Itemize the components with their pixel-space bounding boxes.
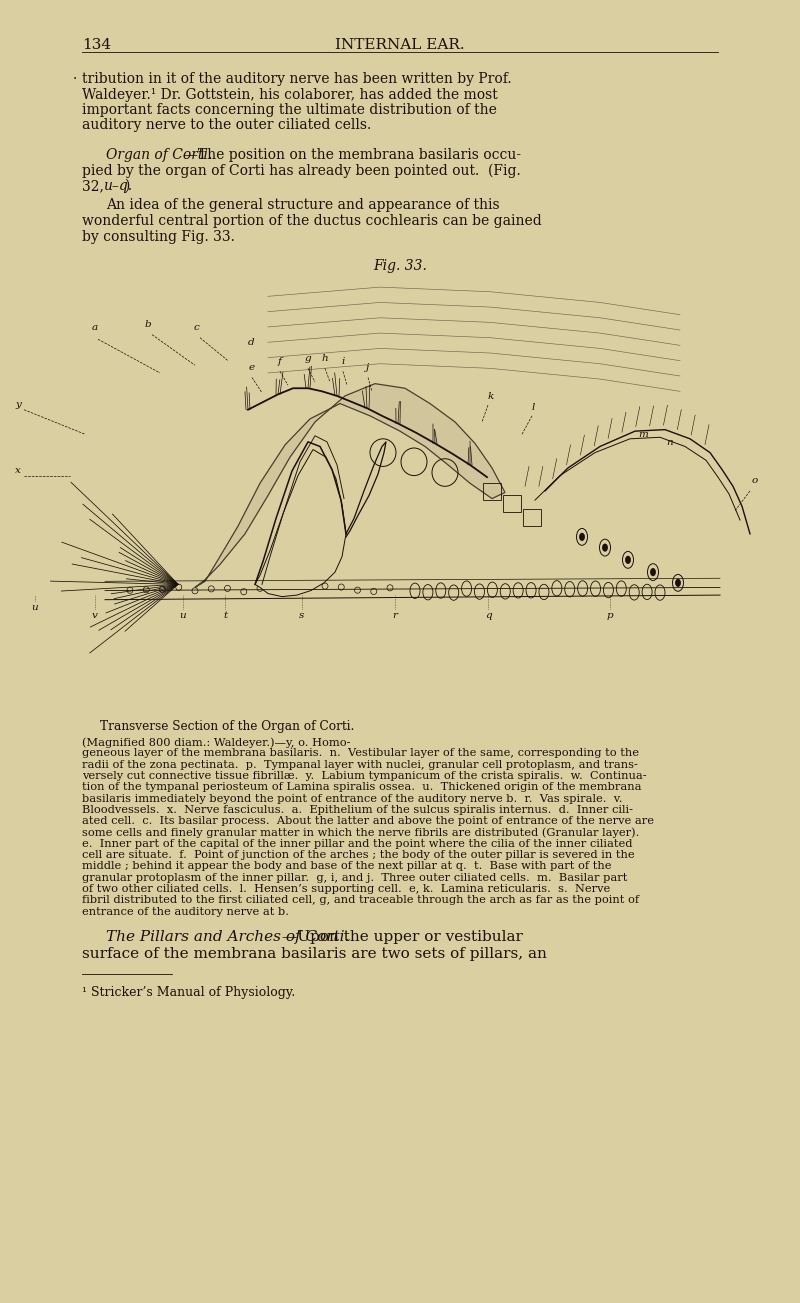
Text: e.  Inner part of the capital of the inner pillar and the point where the cilia : e. Inner part of the capital of the inne… bbox=[82, 839, 633, 848]
Text: c: c bbox=[194, 323, 200, 332]
Text: f: f bbox=[278, 357, 282, 366]
Text: t: t bbox=[223, 611, 227, 620]
Text: by consulting Fig. 33.: by consulting Fig. 33. bbox=[82, 229, 235, 244]
Text: ¹ Stricker’s Manual of Physiology.: ¹ Stricker’s Manual of Physiology. bbox=[82, 986, 295, 999]
Text: Organ of Corti.: Organ of Corti. bbox=[106, 149, 212, 162]
Text: important facts concerning the ultimate distribution of the: important facts concerning the ultimate … bbox=[82, 103, 497, 117]
Text: i: i bbox=[342, 357, 345, 366]
Text: v: v bbox=[92, 611, 98, 620]
Text: basilaris immediately beyond the point of entrance of the auditory nerve b.  r. : basilaris immediately beyond the point o… bbox=[82, 794, 622, 804]
Text: u: u bbox=[180, 611, 186, 620]
Text: versely cut connective tissue fibrillæ.  y.  Labium tympanicum of the crista spi: versely cut connective tissue fibrillæ. … bbox=[82, 771, 646, 780]
Text: e: e bbox=[249, 362, 255, 371]
Text: —The position on the membrana basilaris occu-: —The position on the membrana basilaris … bbox=[184, 149, 521, 162]
Circle shape bbox=[580, 533, 584, 541]
Text: granular protoplasm of the inner pillar.  g, i, and j.  Three outer ciliated cel: granular protoplasm of the inner pillar.… bbox=[82, 873, 627, 882]
Text: h: h bbox=[322, 353, 328, 362]
Text: tion of the tympanal periosteum of Lamina spiralis ossea.  u.  Thickened origin : tion of the tympanal periosteum of Lamin… bbox=[82, 782, 642, 792]
Bar bbox=[503, 495, 521, 512]
Text: Bloodvessels.  x.  Nerve fasciculus.  a.  Epithelium of the sulcus spiralis inte: Bloodvessels. x. Nerve fasciculus. a. Ep… bbox=[82, 805, 633, 814]
Text: g: g bbox=[305, 353, 311, 362]
Text: middle ; behind it appear the body and base of the next pillar at q.  t.  Base w: middle ; behind it appear the body and b… bbox=[82, 861, 611, 872]
Polygon shape bbox=[195, 383, 505, 588]
Text: ated cell.  c.  Its basilar process.  About the latter and above the point of en: ated cell. c. Its basilar process. About… bbox=[82, 816, 654, 826]
Text: geneous layer of the membrana basilaris.  n.  Vestibular layer of the same, corr: geneous layer of the membrana basilaris.… bbox=[82, 748, 639, 758]
Text: p: p bbox=[606, 611, 614, 620]
Text: cell are situate.  f.  Point of junction of the arches ; the body of the outer p: cell are situate. f. Point of junction o… bbox=[82, 850, 634, 860]
Text: ): ) bbox=[123, 179, 129, 193]
Text: k: k bbox=[488, 392, 494, 401]
Text: ·: · bbox=[73, 72, 77, 86]
Text: u: u bbox=[32, 603, 38, 612]
Text: d: d bbox=[248, 339, 254, 348]
Text: Waldeyer.¹ Dr. Gottstein, his colaborer, has added the most: Waldeyer.¹ Dr. Gottstein, his colaborer,… bbox=[82, 87, 498, 102]
Text: 32,: 32, bbox=[82, 179, 108, 193]
Text: fibril distributed to the first ciliated cell, g, and traceable through the arch: fibril distributed to the first ciliated… bbox=[82, 895, 639, 906]
Text: o: o bbox=[752, 476, 758, 485]
Text: y: y bbox=[15, 400, 21, 409]
Bar bbox=[483, 483, 501, 500]
Text: 134: 134 bbox=[82, 38, 111, 52]
Text: (Magnified 800 diam.: Waldeyer.)—y, o. Homo-: (Magnified 800 diam.: Waldeyer.)—y, o. H… bbox=[82, 737, 350, 748]
Text: wonderful central portion of the ductus cochlearis can be gained: wonderful central portion of the ductus … bbox=[82, 214, 542, 228]
Text: INTERNAL EAR.: INTERNAL EAR. bbox=[335, 38, 465, 52]
Text: of two other ciliated cells.  l.  Hensen’s supporting cell.  e, k.  Lamina retic: of two other ciliated cells. l. Hensen’s… bbox=[82, 883, 610, 894]
Text: m: m bbox=[638, 430, 648, 439]
Text: a: a bbox=[92, 323, 98, 332]
Text: An idea of the general structure and appearance of this: An idea of the general structure and app… bbox=[106, 198, 500, 212]
Text: —Upon the upper or vestibular: —Upon the upper or vestibular bbox=[282, 930, 523, 945]
Polygon shape bbox=[255, 450, 346, 597]
Text: pied by the organ of Corti has already been pointed out.  (Fig.: pied by the organ of Corti has already b… bbox=[82, 163, 521, 179]
Text: u–q.: u–q. bbox=[102, 179, 132, 193]
Circle shape bbox=[651, 568, 655, 576]
Bar bbox=[523, 509, 541, 526]
Circle shape bbox=[603, 545, 607, 551]
Text: n: n bbox=[666, 438, 673, 447]
Text: tribution in it of the auditory nerve has been written by Prof.: tribution in it of the auditory nerve ha… bbox=[82, 72, 512, 86]
Text: auditory nerve to the outer ciliated cells.: auditory nerve to the outer ciliated cel… bbox=[82, 119, 371, 133]
Text: Transverse Section of the Organ of Corti.: Transverse Section of the Organ of Corti… bbox=[100, 721, 354, 734]
Text: radii of the zona pectinata.  p.  Tympanal layer with nuclei, granular cell prot: radii of the zona pectinata. p. Tympanal… bbox=[82, 760, 638, 770]
Text: some cells and finely granular matter in which the nerve fibrils are distributed: some cells and finely granular matter in… bbox=[82, 827, 639, 838]
Text: The Pillars and Arches of Corti.: The Pillars and Arches of Corti. bbox=[106, 930, 350, 945]
Text: b: b bbox=[145, 321, 152, 328]
Text: l: l bbox=[532, 403, 535, 412]
Text: Fig. 33.: Fig. 33. bbox=[373, 259, 427, 274]
Text: x: x bbox=[15, 465, 21, 474]
Circle shape bbox=[676, 580, 680, 586]
Text: j: j bbox=[366, 362, 370, 371]
Text: q: q bbox=[485, 611, 491, 620]
Text: s: s bbox=[299, 611, 305, 620]
Circle shape bbox=[626, 556, 630, 563]
Text: surface of the membrana basilaris are two sets of pillars, an: surface of the membrana basilaris are tw… bbox=[82, 947, 547, 962]
Text: r: r bbox=[393, 611, 398, 620]
Text: entrance of the auditory nerve at b.: entrance of the auditory nerve at b. bbox=[82, 907, 289, 917]
